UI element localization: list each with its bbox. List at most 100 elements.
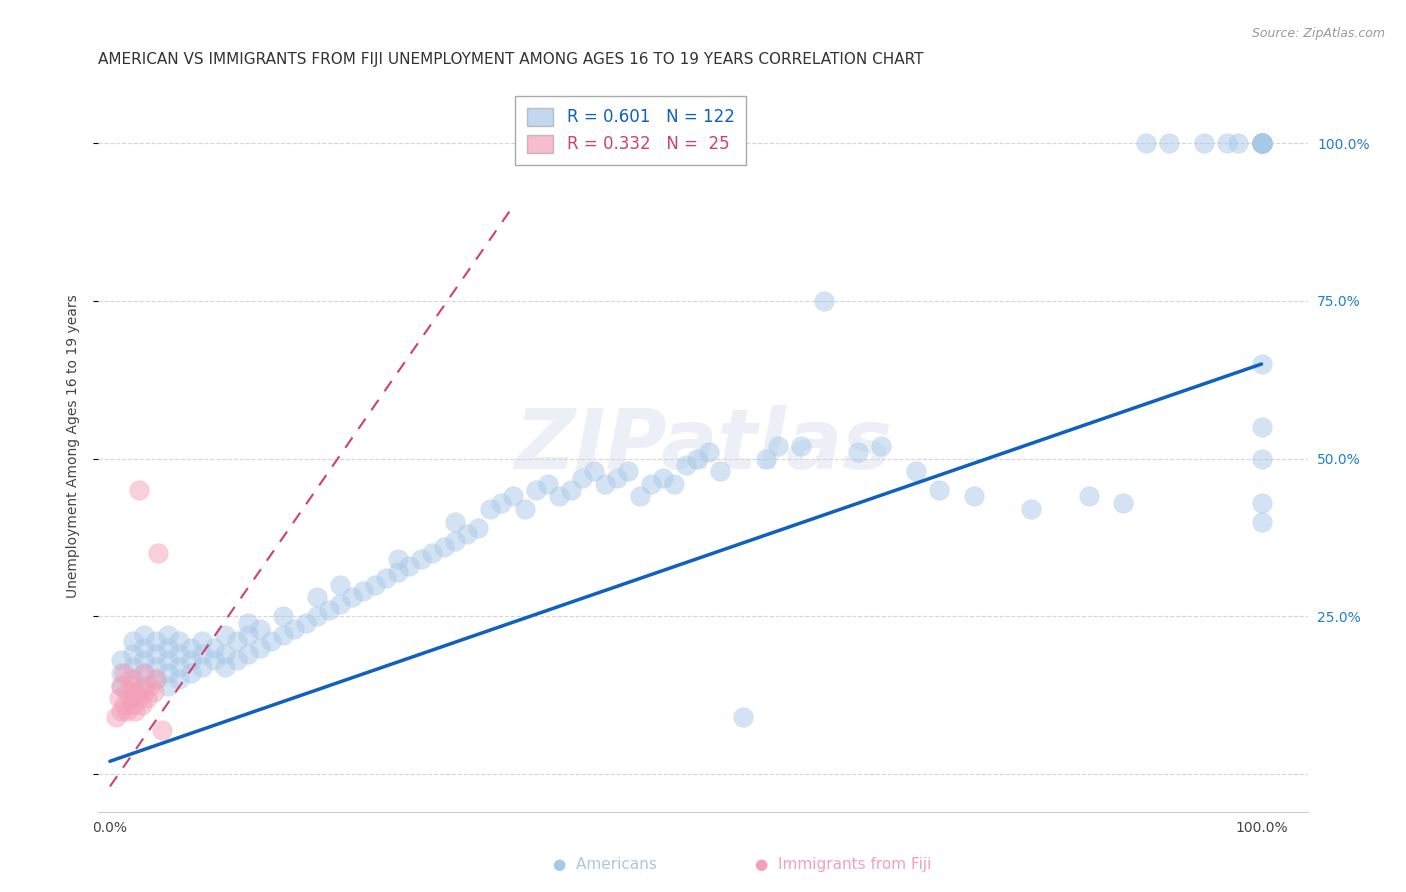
- Point: [122, 634, 145, 648]
- Point: [491, 496, 513, 510]
- Point: [536, 476, 558, 491]
- Point: [1227, 136, 1250, 151]
- Point: [1250, 451, 1272, 466]
- Point: [409, 552, 432, 566]
- Point: [1250, 136, 1272, 151]
- Point: [122, 647, 145, 661]
- Point: [145, 647, 167, 661]
- Point: [1192, 136, 1215, 151]
- Point: [870, 439, 893, 453]
- Point: [225, 653, 247, 667]
- Point: [167, 634, 190, 648]
- Point: [307, 591, 329, 605]
- Point: [122, 659, 145, 673]
- Point: [617, 464, 640, 478]
- Point: [180, 640, 202, 655]
- Point: [156, 665, 179, 680]
- Point: [191, 659, 214, 673]
- Point: [1250, 136, 1272, 151]
- Point: [115, 704, 138, 718]
- Point: [1077, 490, 1099, 504]
- Point: [156, 653, 179, 667]
- Point: [214, 647, 236, 661]
- Point: [962, 490, 984, 504]
- Point: [134, 679, 156, 693]
- Point: [1250, 136, 1272, 151]
- Text: ●  Immigrants from Fiji: ● Immigrants from Fiji: [755, 857, 932, 872]
- Point: [191, 647, 214, 661]
- Point: [1250, 496, 1272, 510]
- Point: [329, 578, 352, 592]
- Point: [524, 483, 547, 497]
- Text: ZIPatlas: ZIPatlas: [515, 406, 891, 486]
- Legend: R = 0.601   N = 122, R = 0.332   N =  25: R = 0.601 N = 122, R = 0.332 N = 25: [515, 96, 747, 165]
- Point: [202, 653, 225, 667]
- Point: [340, 591, 363, 605]
- Point: [709, 464, 731, 478]
- Point: [352, 584, 374, 599]
- Point: [191, 634, 214, 648]
- Point: [766, 439, 789, 453]
- Point: [1250, 420, 1272, 434]
- Point: [1250, 357, 1272, 371]
- Point: [124, 704, 146, 718]
- Point: [110, 653, 132, 667]
- Point: [1250, 136, 1272, 151]
- Point: [139, 679, 162, 693]
- Text: AMERICAN VS IMMIGRANTS FROM FIJI UNEMPLOYMENT AMONG AGES 16 TO 19 YEARS CORRELAT: AMERICAN VS IMMIGRANTS FROM FIJI UNEMPLO…: [98, 52, 924, 67]
- Point: [120, 673, 142, 687]
- Y-axis label: Unemployment Among Ages 16 to 19 years: Unemployment Among Ages 16 to 19 years: [66, 294, 80, 598]
- Point: [640, 476, 662, 491]
- Point: [582, 464, 605, 478]
- Point: [236, 615, 259, 630]
- Point: [156, 640, 179, 655]
- Point: [122, 673, 145, 687]
- Point: [628, 490, 651, 504]
- Point: [422, 546, 444, 560]
- Point: [122, 679, 145, 693]
- Point: [283, 622, 305, 636]
- Point: [214, 628, 236, 642]
- Point: [134, 653, 156, 667]
- Point: [513, 502, 536, 516]
- Point: [571, 470, 593, 484]
- Point: [675, 458, 697, 472]
- Point: [1112, 496, 1135, 510]
- Point: [387, 565, 409, 579]
- Point: [249, 622, 271, 636]
- Point: [1019, 502, 1042, 516]
- Point: [145, 634, 167, 648]
- Point: [110, 704, 132, 718]
- Point: [167, 673, 190, 687]
- Point: [110, 679, 132, 693]
- Point: [651, 470, 673, 484]
- Point: [1250, 515, 1272, 529]
- Point: [848, 445, 870, 459]
- Point: [167, 659, 190, 673]
- Point: [225, 634, 247, 648]
- Point: [364, 578, 387, 592]
- Point: [790, 439, 813, 453]
- Point: [180, 653, 202, 667]
- Point: [180, 665, 202, 680]
- Point: [387, 552, 409, 566]
- Point: [502, 490, 524, 504]
- Point: [398, 558, 420, 573]
- Point: [104, 710, 127, 724]
- Text: ●  Americans: ● Americans: [553, 857, 657, 872]
- Point: [560, 483, 582, 497]
- Point: [375, 571, 398, 585]
- Point: [122, 685, 145, 699]
- Point: [1159, 136, 1181, 151]
- Point: [686, 451, 709, 466]
- Point: [134, 640, 156, 655]
- Point: [444, 533, 467, 548]
- Point: [236, 647, 259, 661]
- Point: [433, 540, 456, 554]
- Point: [444, 515, 467, 529]
- Point: [249, 640, 271, 655]
- Point: [134, 628, 156, 642]
- Point: [478, 502, 501, 516]
- Point: [134, 685, 156, 699]
- Point: [1135, 136, 1157, 151]
